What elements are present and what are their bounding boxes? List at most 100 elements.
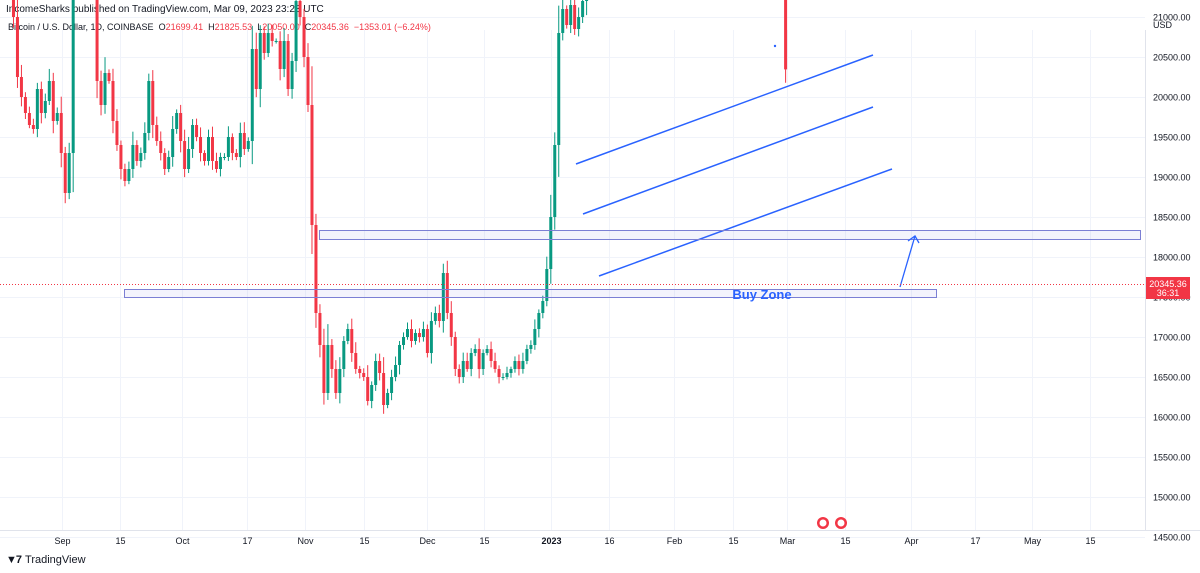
candle-body <box>226 137 230 157</box>
candle-body <box>477 349 481 369</box>
candle-body <box>346 329 350 341</box>
candle-body <box>135 145 139 161</box>
candle-body <box>354 353 358 369</box>
candle-body <box>210 137 214 161</box>
buy-zone-label: Buy Zone <box>732 287 791 302</box>
open-label: O <box>158 22 166 32</box>
price-tick-label: 18000.00 <box>1153 253 1191 263</box>
up-arrow-shaft <box>899 235 916 288</box>
candle-body <box>111 81 115 121</box>
low-value: 20050.00 <box>262 22 300 32</box>
candle-body <box>469 353 473 369</box>
candle-body <box>151 81 155 125</box>
price-tick-label: 19500.00 <box>1153 133 1191 143</box>
candle-body <box>485 349 489 353</box>
brand-name: TradingView <box>25 554 86 566</box>
candle-body <box>266 33 270 53</box>
candle-body <box>561 9 565 33</box>
price-tag-value: 20345.36 <box>1149 279 1187 289</box>
up-arrow-head <box>907 235 920 244</box>
price-axis: 14500.00 15000.00 15500.00 16000.00 16500.00… <box>0 13 1200 543</box>
candle-body <box>19 77 23 97</box>
candle-body <box>115 121 119 145</box>
candle-body <box>370 385 374 401</box>
candle-body <box>119 145 123 169</box>
time-tick-label: 15 <box>840 536 850 546</box>
close-label: C <box>304 22 312 32</box>
candle-body <box>191 125 195 149</box>
channel-middle-line <box>582 106 874 215</box>
candle-body <box>238 133 242 157</box>
symbol-ohlc-legend: Bitcoin / U.S. Dollar, 1D, COINBASE O216… <box>8 22 431 32</box>
time-tick-label: 15 <box>115 536 125 546</box>
candle-body <box>242 133 246 149</box>
candle-body <box>449 313 453 337</box>
tradingview-logo-icon: ▼7 <box>6 554 22 566</box>
candle-body <box>585 0 589 1</box>
time-tick-label: 17 <box>970 536 980 546</box>
candle-body <box>163 153 167 169</box>
candle-body <box>290 61 294 89</box>
candle-body <box>465 361 469 369</box>
candle-body <box>581 1 585 17</box>
candle-body <box>398 345 402 365</box>
chart-grid <box>0 17 1145 538</box>
candle-body <box>509 369 513 373</box>
price-tick-label: 15000.00 <box>1153 493 1191 503</box>
candle-body <box>338 369 342 393</box>
time-tick-label: Oct <box>175 536 190 546</box>
candle-body <box>71 0 75 153</box>
price-tag-background <box>1146 277 1190 299</box>
candle-body <box>47 81 51 101</box>
chart-drawings: Buy Zone <box>0 44 1145 529</box>
candle-body <box>533 329 537 345</box>
candle-body <box>218 157 222 169</box>
low-label: L <box>257 22 263 32</box>
candle-body <box>557 33 561 145</box>
candle-body <box>390 377 394 393</box>
candle-body <box>386 393 390 405</box>
candle-body <box>270 33 274 41</box>
candle-body <box>298 1 302 17</box>
channel-upper-line <box>575 54 874 165</box>
price-tag-countdown: 36:31 <box>1157 288 1180 298</box>
candle-body <box>421 329 425 337</box>
candle-body <box>127 169 131 181</box>
candle-body <box>23 97 27 113</box>
time-tick-label: Apr <box>904 536 918 546</box>
candle-body <box>569 5 573 25</box>
high-label: H <box>208 22 215 32</box>
footer-brand[interactable]: ▼7 TradingView <box>6 554 86 566</box>
candle-body <box>250 49 254 141</box>
candle-body <box>203 153 207 161</box>
price-tick-label: 18500.00 <box>1153 213 1191 223</box>
candle-body <box>425 329 429 353</box>
candle-body <box>171 129 175 157</box>
candle-body <box>31 125 35 129</box>
candle-body <box>183 141 187 169</box>
time-tick-label: Dec <box>419 536 436 546</box>
candle-body <box>493 361 497 369</box>
candle-body <box>147 81 151 133</box>
candle-body <box>302 17 306 57</box>
candle-body <box>461 361 465 377</box>
candle-body <box>262 33 266 53</box>
time-tick-label: 15 <box>1085 536 1095 546</box>
candle-body <box>274 41 278 42</box>
candle-body <box>39 89 43 113</box>
candle-body <box>358 369 362 373</box>
price-tick-label: 17000.00 <box>1153 333 1191 343</box>
candle-body <box>294 1 298 61</box>
candle-body <box>481 353 485 369</box>
candle-body <box>342 341 346 369</box>
candle-body <box>230 137 234 153</box>
time-tick-label: Sep <box>54 536 70 546</box>
candle-body <box>207 137 210 161</box>
candle-body <box>378 361 382 373</box>
candle-body <box>537 313 541 329</box>
candle-body <box>565 9 569 25</box>
resistance-zone <box>319 230 1141 240</box>
candle-body <box>501 377 505 378</box>
